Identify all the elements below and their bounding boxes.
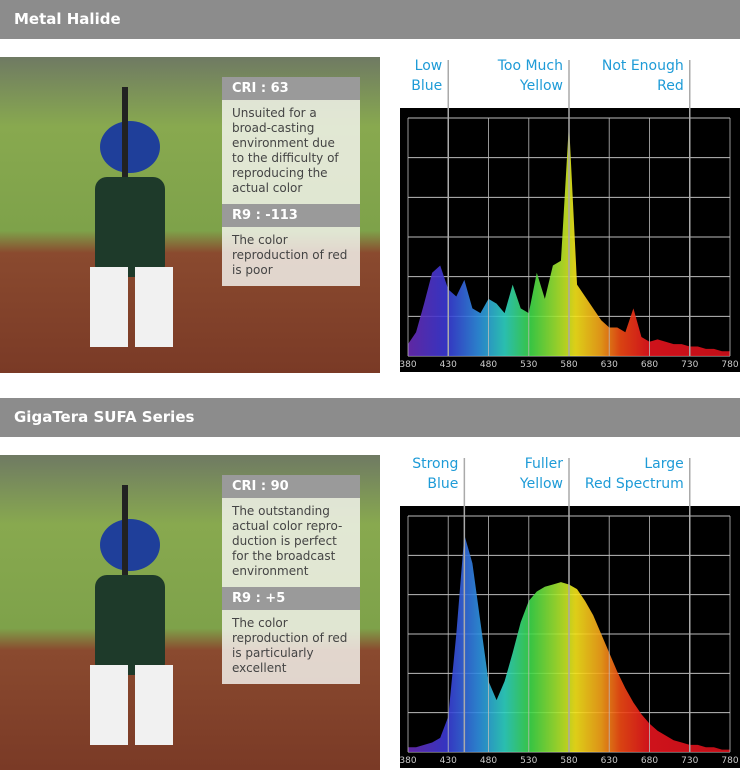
x-tick-label: 530	[520, 756, 537, 766]
x-tick-label: 630	[601, 756, 618, 766]
annotation-text: Red	[657, 78, 684, 94]
x-tick-label: 630	[601, 360, 618, 370]
photo-figure	[90, 485, 173, 745]
x-tick-label: 530	[520, 360, 537, 370]
spectrum-chart: 380 430 480 530 580 630 680 730 780 Low Blue Too Mu…	[400, 58, 740, 372]
section-header: Metal Halide	[0, 0, 740, 39]
r9-text: The color reproduction of red is poor	[232, 233, 348, 277]
x-tick-label: 430	[440, 756, 457, 766]
annotation-text: Yellow	[519, 78, 563, 94]
info-panel: CRI : 90 The outstanding actual color rep…	[222, 475, 360, 684]
photo-figure	[90, 87, 173, 347]
x-tick-label: 480	[480, 756, 497, 766]
x-tick-label: 480	[480, 360, 497, 370]
cri-label: CRI : 90	[222, 475, 360, 498]
cri-text: The outstanding actual color repro-ducti…	[232, 504, 343, 578]
r9-label: R9 : +5	[222, 587, 360, 610]
x-tick-label: 730	[681, 756, 698, 766]
x-tick-label: 580	[560, 360, 577, 370]
annotation-text: Yellow	[519, 476, 563, 492]
cri-label: CRI : 63	[222, 77, 360, 100]
annotation-text: Large	[644, 456, 683, 472]
annotation-text: Low	[415, 58, 443, 74]
x-tick-label: 680	[641, 360, 658, 370]
annotation-text: Blue	[411, 78, 442, 94]
annotation-text: Red Spectrum	[585, 476, 684, 492]
x-tick-label: 430	[440, 360, 457, 370]
annotation-text: Fuller	[525, 456, 564, 472]
r9-label: R9 : -113	[222, 204, 360, 227]
x-tick-label: 780	[721, 360, 738, 370]
x-tick-label: 380	[400, 360, 417, 370]
x-tick-label: 780	[721, 756, 738, 766]
x-tick-label: 730	[681, 360, 698, 370]
spectrum-chart: 380 430 480 530 580 630 680 730 780 Strong Blue Ful…	[400, 456, 740, 768]
annotation-text: Blue	[427, 476, 458, 492]
annotation-text: Not Enough	[602, 58, 684, 74]
x-tick-label: 680	[641, 756, 658, 766]
x-tick-label: 580	[560, 756, 577, 766]
annotation-text: Too Much	[497, 58, 563, 74]
x-tick-label: 380	[400, 756, 417, 766]
photo	[0, 57, 380, 373]
r9-text: The color reproduction of red is particu…	[232, 616, 348, 675]
cri-text: Unsuited for a broad-casting environment…	[232, 106, 339, 195]
section-header: GigaTera SUFA Series	[0, 398, 740, 437]
info-panel: CRI : 63 Unsuited for a broad-casting env…	[222, 77, 360, 286]
annotation-text: Strong	[412, 456, 458, 472]
